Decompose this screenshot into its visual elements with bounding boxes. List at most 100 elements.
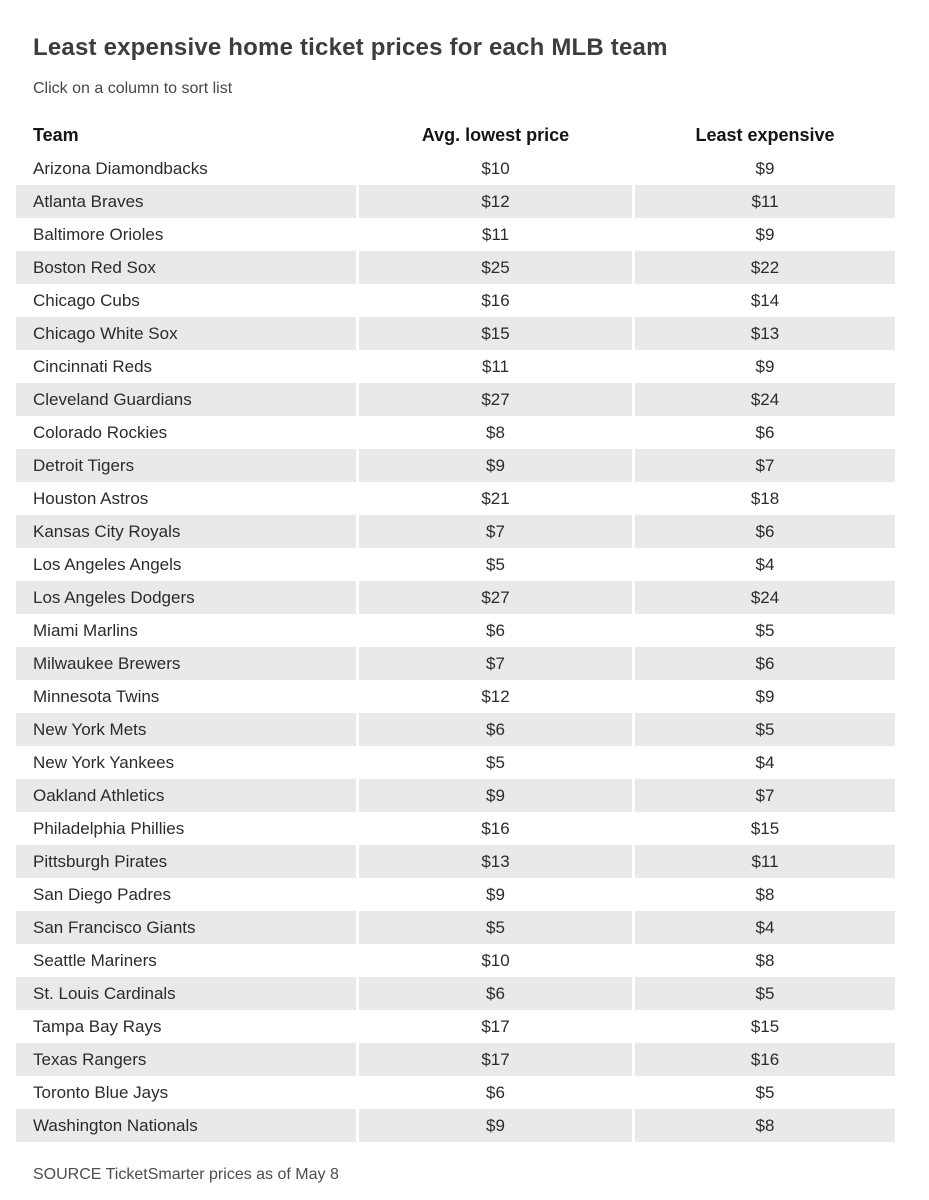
- cell-least-expensive: $11: [635, 184, 895, 218]
- table-row: Los Angeles Dodgers $27 $24: [16, 580, 895, 614]
- cell-team: New York Yankees: [33, 752, 175, 772]
- cell-least-expensive: $5: [635, 976, 895, 1010]
- ticket-price-table: Team Avg. lowest price Least expensive A…: [16, 118, 895, 1142]
- table-row: Atlanta Braves $12 $11: [16, 184, 895, 218]
- cell-avg-lowest-price: $25: [359, 250, 632, 284]
- cell-least-expensive: $13: [635, 316, 895, 350]
- page-title: Least expensive home ticket prices for e…: [33, 34, 668, 61]
- cell-avg-lowest-price: $15: [359, 316, 632, 350]
- cell-least-expensive: $6: [635, 514, 895, 548]
- cell-avg-lowest-price: $5: [486, 752, 505, 772]
- cell-avg-lowest-price: $10: [481, 950, 510, 970]
- cell-team: Chicago Cubs: [33, 290, 140, 310]
- column-header-team[interactable]: Team: [16, 118, 356, 152]
- cell-team: Tampa Bay Rays: [33, 1016, 162, 1036]
- cell-team: Cleveland Guardians: [16, 382, 356, 416]
- table-row: Cleveland Guardians $27 $24: [16, 382, 895, 416]
- cell-avg-lowest-price: $16: [481, 290, 510, 310]
- table-row: Washington Nationals $9 $8: [16, 1108, 895, 1142]
- cell-avg-lowest-price: $11: [481, 356, 510, 376]
- cell-team: Detroit Tigers: [16, 448, 356, 482]
- cell-least-expensive: $5: [755, 620, 775, 640]
- cell-least-expensive: $5: [635, 712, 895, 746]
- cell-least-expensive: $9: [755, 686, 775, 706]
- table-row: San Francisco Giants $5 $4: [16, 910, 895, 944]
- table-row: Tampa Bay Rays $17 $15: [16, 1010, 895, 1043]
- cell-avg-lowest-price: $6: [359, 712, 632, 746]
- cell-least-expensive: $7: [635, 778, 895, 812]
- cell-avg-lowest-price: $17: [359, 1042, 632, 1076]
- cell-avg-lowest-price: $9: [359, 1108, 632, 1142]
- cell-avg-lowest-price: $5: [359, 910, 632, 944]
- column-header-avg-lowest-price[interactable]: Avg. lowest price: [359, 118, 632, 152]
- cell-team: Los Angeles Dodgers: [16, 580, 356, 614]
- cell-least-expensive: $9: [755, 356, 775, 376]
- cell-least-expensive: $7: [635, 448, 895, 482]
- cell-team: Philadelphia Phillies: [33, 818, 185, 838]
- table-row: Minnesota Twins $12 $9: [16, 680, 895, 713]
- cell-team: Miami Marlins: [33, 620, 138, 640]
- cell-team: Baltimore Orioles: [33, 224, 164, 244]
- cell-team: New York Mets: [16, 712, 356, 746]
- cell-team: Oakland Athletics: [16, 778, 356, 812]
- cell-avg-lowest-price: $7: [359, 514, 632, 548]
- cell-avg-lowest-price: $9: [359, 778, 632, 812]
- table-row: Texas Rangers $17 $16: [16, 1042, 895, 1076]
- cell-avg-lowest-price: $16: [481, 818, 510, 838]
- cell-least-expensive: $18: [750, 488, 780, 508]
- table-row: Toronto Blue Jays $6 $5: [16, 1076, 895, 1109]
- cell-least-expensive: $4: [755, 752, 775, 772]
- cell-team: Texas Rangers: [16, 1042, 356, 1076]
- cell-team: Washington Nationals: [16, 1108, 356, 1142]
- cell-least-expensive: $6: [755, 422, 775, 442]
- cell-avg-lowest-price: $5: [486, 554, 505, 574]
- cell-least-expensive: $15: [750, 1016, 780, 1036]
- cell-avg-lowest-price: $6: [359, 976, 632, 1010]
- cell-team: Los Angeles Angels: [33, 554, 182, 574]
- cell-least-expensive: $4: [635, 910, 895, 944]
- cell-team: Toronto Blue Jays: [33, 1082, 169, 1102]
- table-row: Chicago White Sox $15 $13: [16, 316, 895, 350]
- cell-avg-lowest-price: $6: [486, 1082, 505, 1102]
- cell-team: Chicago White Sox: [16, 316, 356, 350]
- table-row: Milwaukee Brewers $7 $6: [16, 646, 895, 680]
- cell-least-expensive: $15: [750, 818, 780, 838]
- cell-team: San Diego Padres: [33, 884, 171, 904]
- cell-avg-lowest-price: $8: [486, 422, 505, 442]
- table-row: Kansas City Royals $7 $6: [16, 514, 895, 548]
- cell-least-expensive: $14: [750, 290, 780, 310]
- table-row: Pittsburgh Pirates $13 $11: [16, 844, 895, 878]
- cell-team: Atlanta Braves: [16, 184, 356, 218]
- table-row: Chicago Cubs $16 $14: [16, 284, 895, 317]
- table-row: Oakland Athletics $9 $7: [16, 778, 895, 812]
- cell-team: St. Louis Cardinals: [16, 976, 356, 1010]
- cell-team: Minnesota Twins: [33, 686, 160, 706]
- table-row: Detroit Tigers $9 $7: [16, 448, 895, 482]
- table-row: Colorado Rockies $8 $6: [16, 416, 895, 449]
- cell-team: Houston Astros: [33, 488, 149, 508]
- cell-team: Pittsburgh Pirates: [16, 844, 356, 878]
- table-row: Cincinnati Reds $11 $9: [16, 350, 895, 383]
- cell-avg-lowest-price: $21: [481, 488, 510, 508]
- cell-team: Seattle Mariners: [33, 950, 157, 970]
- cell-least-expensive: $9: [755, 158, 775, 178]
- cell-team: Milwaukee Brewers: [16, 646, 356, 680]
- cell-least-expensive: $6: [635, 646, 895, 680]
- table-row: Houston Astros $21 $18: [16, 482, 895, 515]
- cell-avg-lowest-price: $11: [481, 224, 510, 244]
- cell-avg-lowest-price: $13: [359, 844, 632, 878]
- cell-avg-lowest-price: $27: [359, 382, 632, 416]
- cell-least-expensive: $16: [635, 1042, 895, 1076]
- table-row: Philadelphia Phillies $16 $15: [16, 812, 895, 845]
- cell-least-expensive: $5: [755, 1082, 775, 1102]
- cell-avg-lowest-price: $9: [359, 448, 632, 482]
- table-row: Miami Marlins $6 $5: [16, 614, 895, 647]
- cell-avg-lowest-price: $17: [481, 1016, 510, 1036]
- source-note: SOURCE TicketSmarter prices as of May 8: [33, 1165, 339, 1183]
- cell-avg-lowest-price: $6: [486, 620, 505, 640]
- cell-avg-lowest-price: $27: [359, 580, 632, 614]
- table-row: New York Mets $6 $5: [16, 712, 895, 746]
- sort-hint-text: Click on a column to sort list: [33, 79, 233, 97]
- column-header-least-expensive[interactable]: Least expensive: [635, 118, 895, 152]
- cell-avg-lowest-price: $12: [359, 184, 632, 218]
